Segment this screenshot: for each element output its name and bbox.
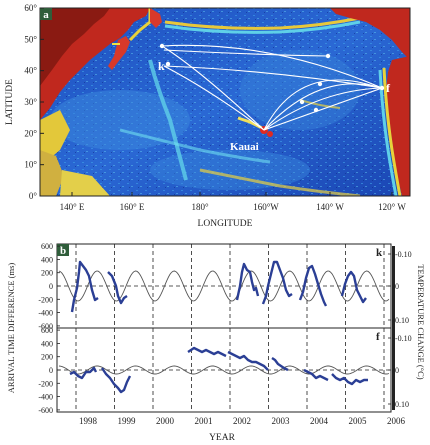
panel-label-box [57,244,69,256]
data-segment [107,271,128,305]
y2-tick-label: -0.10 [395,334,412,343]
receiver-point [379,85,385,91]
lon-tick-label: 140° W [316,202,344,212]
right-axis-bar [392,246,395,410]
y-tick-label: 200 [41,353,53,362]
data-segment [303,368,329,382]
panel-label-a: a [43,9,49,21]
data-series-k [70,260,367,313]
model-curve-k [58,270,390,302]
y-tick-label: -400 [38,393,53,402]
site-label-kauai: Kauai [230,141,259,153]
year-tick-label: 2002 [233,416,251,426]
panel-label-box [40,8,52,20]
timeseries-y2-axis-label: TEMPERATURE CHANGE (°C) [416,264,426,379]
data-segment [340,270,367,304]
data-series-f [69,346,368,394]
data-segment [187,346,227,358]
y-tick-label: -200 [38,295,53,304]
year-ticks: 1998 1999 2000 2001 2002 2003 2004 2005 2006 [79,416,406,426]
map-x-axis-label: LONGITUDE [198,219,253,229]
year-tick-label: 1999 [118,416,137,426]
receiver-point [165,61,171,67]
lat-tick-label: 20° [24,128,37,138]
receiver-point [317,81,323,87]
y2-tick-label: -0.10 [395,250,412,259]
data-segment [261,260,293,305]
right-axis-ticks: -0.10 0 0.10 -0.10 0 0.10 [388,246,412,410]
data-segment [70,260,99,313]
y2-tick-label: 0 [395,282,399,291]
lon-tick-label: 140° E [60,202,85,212]
timeseries-panel: b k f 6004002000-200-400-6006004002000-2… [6,242,426,443]
lat-tick-label: 30° [24,97,37,107]
y-tick-label: -600 [38,322,53,331]
data-segment [69,366,98,380]
subplot-label-k: k [376,247,383,259]
y2-tick-label: 0.10 [395,316,409,325]
model-curve-f [58,365,390,375]
data-segment [271,357,289,372]
y2-tick-label: 0.10 [395,400,409,409]
data-segment [101,367,132,394]
y-tick-label: 0 [49,282,53,291]
receiver-point [159,43,165,49]
receiver-point [299,99,305,105]
receiver-point [313,107,319,113]
acoustic-paths [161,44,383,131]
map-panel: a k f Kauai LATITUDE LONGITUDE 0° 10° 20° 3… [5,3,411,229]
site-label-f: f [386,81,391,95]
year-tick-label: 2004 [310,416,329,426]
year-tick-label: 2000 [156,416,175,426]
subplot-label-f: f [376,331,380,343]
y-tick-label: -400 [38,309,53,318]
y-tick-label: 600 [41,242,53,251]
data-segment [298,264,328,307]
map-y-axis-label: LATITUDE [5,79,15,125]
lat-tick-label: 0° [29,191,38,201]
latitude-ticks: 0° 10° 20° 30° 40° 50° 60° [24,3,44,201]
lon-tick-label: 120° W [378,202,406,212]
lat-tick-label: 10° [24,160,37,170]
longitude-ticks: 140° E 160° E 180° 160°W 140° W 120° W [60,192,406,212]
lon-tick-label: 180° [191,202,209,212]
site-label-k: k [158,59,165,73]
year-tick-label: 2005 [349,416,368,426]
y-tick-label: 0 [49,366,53,375]
y-tick-label: 400 [41,255,53,264]
panel-label-b: b [60,245,66,257]
year-tick-label: 2003 [272,416,291,426]
data-segment [227,350,269,371]
receiver-points [159,43,385,113]
year-tick-label: 2006 [387,416,406,426]
lon-tick-label: 160°W [253,202,279,212]
timeseries-y-axis-label: ARRIVAL TIME DIFFERENCE (ms) [6,263,16,394]
lat-tick-label: 40° [24,66,37,76]
y-tick-label: 400 [41,339,53,348]
year-tick-label: 1998 [79,416,98,426]
y-tick-label: -600 [38,406,53,415]
timeseries-x-axis-label: YEAR [209,433,236,443]
data-segment [235,262,260,301]
left-axis-ticks: 6004002000-200-400-6006004002000-200-400… [38,242,60,415]
y-tick-label: 200 [41,269,53,278]
y-tick-label: 600 [41,326,53,335]
y-tick-label: -200 [38,379,53,388]
year-tick-label: 2001 [195,416,213,426]
lon-tick-label: 160° E [120,202,145,212]
lat-tick-label: 60° [24,3,37,13]
data-segment [331,373,368,386]
y2-tick-label: 0 [395,366,399,375]
receiver-point [325,53,331,59]
lat-tick-label: 50° [24,34,37,44]
